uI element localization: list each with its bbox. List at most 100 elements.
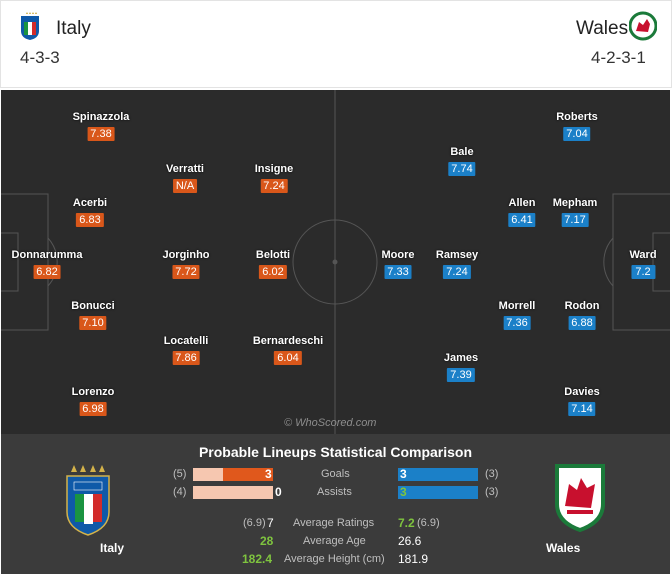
away-assists-bar: [398, 486, 478, 499]
match-header: Italy 4-3-3 Wales 4-2-3-1: [0, 0, 672, 88]
player-name: James: [443, 352, 479, 364]
player-name: Ward: [629, 249, 657, 261]
player-name: Belotti: [255, 249, 291, 261]
ratings-label: Average Ratings: [293, 517, 375, 529]
home-goals-bar: [193, 468, 273, 481]
player-name: Insigne: [254, 163, 294, 175]
home-formation: 4-3-3: [20, 48, 60, 67]
wales-crest-icon: [629, 11, 657, 41]
player-verratti[interactable]: Verratti N/A: [166, 163, 204, 194]
age-row: 28 Average Age 26.6: [1, 532, 670, 550]
player-lorenzo[interactable]: Lorenzo 6.98: [71, 386, 115, 417]
player-rating: 7.86: [172, 351, 200, 365]
player-name: Davies: [564, 386, 600, 398]
home-team-label[interactable]: Italy: [100, 541, 125, 555]
player-name: Rodon: [564, 300, 600, 312]
player-rating: 6.98: [79, 402, 107, 416]
player-mepham[interactable]: Mepham 7.17: [552, 197, 598, 228]
home-ratings-value: 7: [267, 516, 274, 530]
italy-big-crest-icon: [66, 465, 110, 536]
assists-label: Assists: [317, 486, 352, 498]
goals-label: Goals: [321, 468, 350, 480]
player-name: Lorenzo: [71, 386, 115, 398]
player-rating: 7.39: [447, 368, 475, 382]
home-age-value: 28: [260, 534, 274, 548]
player-name: Ramsey: [435, 249, 479, 261]
home-ratings-prev: (6.9): [243, 517, 266, 529]
player-rating: 6.04: [274, 351, 302, 365]
player-name: Bale: [450, 146, 474, 158]
italy-crest-icon: [21, 12, 39, 40]
player-name: Bonucci: [71, 300, 115, 312]
wales-big-crest-icon: [555, 464, 605, 532]
player-rating: 7.74: [448, 162, 476, 176]
away-team-label[interactable]: Wales: [546, 541, 581, 555]
player-locatelli[interactable]: Locatelli 7.86: [164, 335, 208, 366]
player-bale[interactable]: Bale 7.74: [448, 146, 476, 177]
player-belotti[interactable]: Belotti 6.02: [256, 249, 290, 280]
player-acerbi[interactable]: Acerbi 6.83: [73, 197, 107, 228]
player-name: Roberts: [556, 111, 598, 123]
player-rating: 7.2: [631, 265, 655, 279]
player-morrell[interactable]: Morrell 7.36: [498, 300, 536, 331]
away-team-name[interactable]: Wales: [576, 18, 629, 39]
home-assists-bar: [193, 486, 273, 499]
away-goals-prev: (3): [485, 468, 499, 480]
player-name: Moore: [381, 249, 415, 261]
height-label: Average Height (cm): [284, 553, 385, 565]
player-bernardeschi[interactable]: Bernardeschi 6.04: [253, 335, 323, 366]
player-rating: 7.33: [384, 265, 412, 279]
player-ramsey[interactable]: Ramsey 7.24: [436, 249, 478, 280]
home-assists-value: 0: [275, 485, 282, 499]
home-assists-prev: (4): [173, 486, 187, 498]
watermark: © WhoScored.com: [284, 417, 377, 429]
player-rating: 7.14: [568, 402, 596, 416]
player-insigne[interactable]: Insigne 7.24: [254, 163, 294, 194]
player-name: Bernardeschi: [252, 335, 324, 347]
player-jorginho[interactable]: Jorginho 7.72: [162, 249, 210, 280]
player-name: Morrell: [498, 300, 536, 312]
player-name: Mepham: [552, 197, 598, 209]
home-height-value: 182.4: [242, 552, 273, 566]
player-name: Acerbi: [72, 197, 108, 209]
home-goals-prev: (5): [173, 468, 187, 480]
player-rating: 6.41: [508, 213, 536, 227]
player-rodon[interactable]: Rodon 6.88: [564, 300, 600, 331]
player-ward[interactable]: Ward 7.2: [629, 249, 657, 280]
player-rating: 7.10: [79, 316, 107, 330]
goals-row: (5) 3 Goals 3 (3): [1, 465, 670, 483]
away-assists-prev: (3): [485, 486, 499, 498]
player-name: Spinazzola: [72, 111, 130, 123]
player-spinazzola[interactable]: Spinazzola 7.38: [72, 111, 130, 142]
comparison-title: Probable Lineups Statistical Comparison: [198, 444, 473, 460]
away-age-value: 26.6: [398, 534, 422, 548]
player-allen[interactable]: Allen 6.41: [508, 197, 536, 228]
lineup-comparison-panel: Probable Lineups Statistical Comparison …: [1, 434, 670, 574]
away-height-value: 181.9: [398, 552, 429, 566]
player-rating: 7.24: [443, 265, 471, 279]
player-rating: 6.88: [568, 316, 596, 330]
home-team-name[interactable]: Italy: [56, 18, 91, 39]
player-moore[interactable]: Moore 7.33: [382, 249, 415, 280]
player-james[interactable]: James 7.39: [444, 352, 478, 383]
home-goals-bar-fill: [223, 468, 273, 481]
player-name: Verratti: [166, 163, 204, 175]
player-rating: 7.17: [561, 213, 589, 227]
away-goals-value: 3: [400, 467, 407, 481]
player-donnarumma[interactable]: Donnarumma 6.82: [12, 249, 82, 280]
player-rating: 7.72: [172, 265, 200, 279]
player-rating: 7.38: [87, 127, 115, 141]
home-goals-value: 3: [265, 467, 272, 481]
player-rating: 7.24: [260, 179, 288, 193]
pitch-markings: [1, 90, 670, 434]
player-name: Allen: [508, 197, 536, 209]
player-rating: 7.04: [563, 127, 591, 141]
player-bonucci[interactable]: Bonucci 7.10: [71, 300, 115, 331]
player-rating: 6.02: [259, 265, 287, 279]
away-ratings-prev: (6.9): [417, 517, 440, 529]
player-rating: 6.82: [33, 265, 61, 279]
player-davies[interactable]: Davies 7.14: [564, 386, 600, 417]
away-ratings-value: 7.2: [398, 516, 415, 530]
age-label: Average Age: [303, 535, 366, 547]
player-roberts[interactable]: Roberts 7.04: [556, 111, 598, 142]
